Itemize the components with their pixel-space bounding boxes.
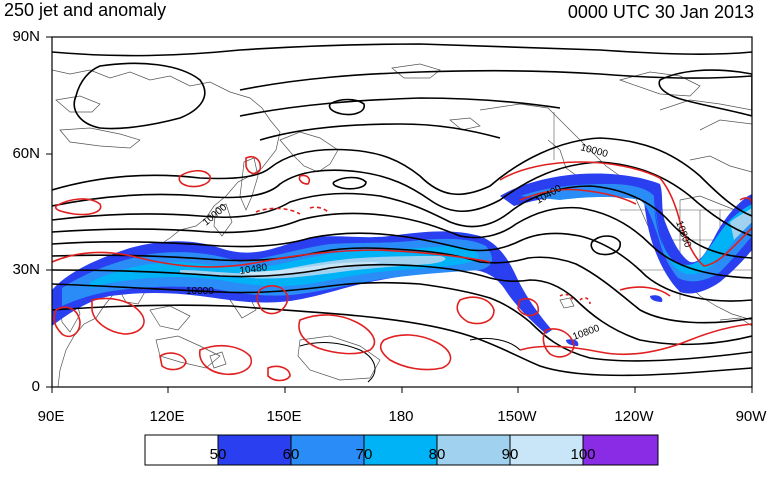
colorbar-label-70: 70 <box>355 446 373 463</box>
minor-contours <box>299 337 521 383</box>
lat-label-30n: 30N <box>12 261 40 278</box>
colorbar <box>144 434 659 466</box>
lon-label-120w: 120W <box>614 408 654 425</box>
lat-label-90n: 90N <box>12 28 40 45</box>
lon-label-180: 180 <box>388 408 414 425</box>
contour-label: 10480 <box>239 262 269 277</box>
axis-ticks <box>46 36 753 393</box>
contour-label: 10000 <box>186 286 214 297</box>
map-datetime: 0000 UTC 30 Jan 2013 <box>567 2 754 22</box>
lat-label-0: 0 <box>31 378 40 395</box>
lon-label-150e: 150E <box>266 408 302 425</box>
colorbar-label-60: 60 <box>282 446 300 463</box>
colorbar-swatch <box>144 434 219 466</box>
colorbar-swatch <box>290 434 365 466</box>
lon-label-120e: 120E <box>149 408 185 425</box>
lon-label-90w: 90W <box>735 408 767 425</box>
map-title: 250 jet and anomaly <box>4 0 167 20</box>
coastlines <box>52 63 752 387</box>
lon-label-90e: 90E <box>37 408 65 425</box>
colorbar-swatch <box>436 434 511 466</box>
colorbar-label-90: 90 <box>501 446 519 463</box>
colorbar-label-100: 100 <box>570 446 596 463</box>
colorbar-label-80: 80 <box>428 446 446 463</box>
lat-label-60n: 60N <box>12 145 40 162</box>
lon-label-150w: 150W <box>497 408 537 425</box>
colorbar-swatch <box>582 434 659 466</box>
map-background <box>52 37 752 387</box>
colorbar-label-50: 50 <box>209 446 227 463</box>
anomaly-contours <box>52 155 752 382</box>
